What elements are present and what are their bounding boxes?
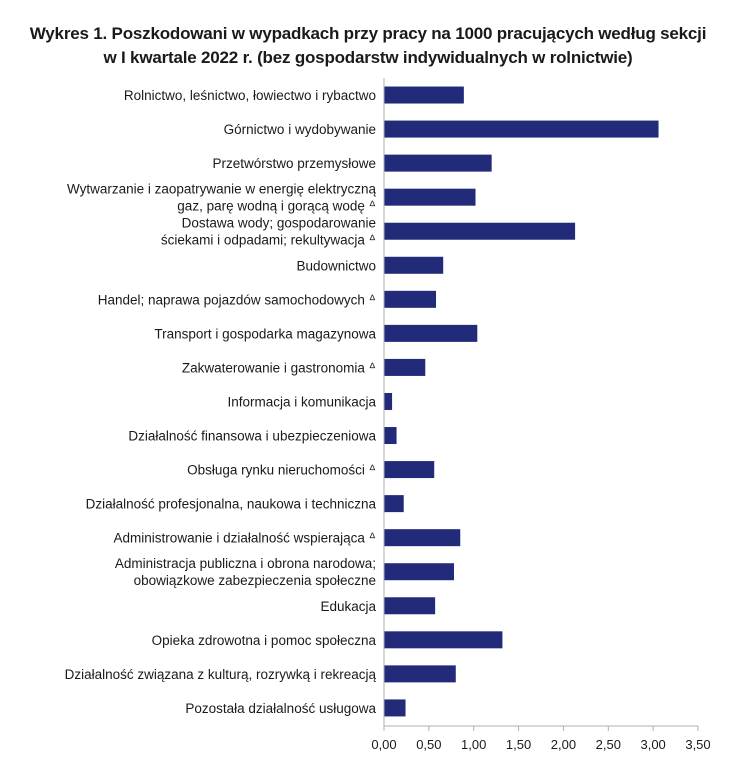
category-label-8: Transport i gospodarka magazynowa: [154, 326, 376, 341]
category-label-line: gaz, parę wodną i gorącą wodę ᐞ: [177, 199, 376, 214]
bar-19: [384, 699, 406, 717]
x-tick-label-5: 2,00: [551, 737, 576, 752]
category-label-3: Przetwórstwo przemysłowe: [212, 156, 376, 171]
category-label-line: Edukacja: [320, 599, 376, 614]
bar-17: [384, 631, 503, 649]
bar-2: [384, 120, 659, 138]
category-label-1: Rolnictwo, leśnictwo, łowiectwo i rybact…: [124, 88, 376, 103]
x-tick-label-3: 1,00: [461, 737, 486, 752]
category-label-12: Obsługa rynku nieruchomości ᐞ: [187, 463, 376, 478]
bar-9: [384, 358, 426, 376]
category-label-line: Handel; naprawa pojazdów samochodowych ᐞ: [98, 292, 376, 307]
category-label-line: Pozostała działalność usługowa: [185, 701, 376, 716]
category-label-line: Działalność profesjonalna, naukowa i tec…: [86, 497, 377, 512]
bar-12: [384, 461, 435, 479]
category-label-line: Informacja i komunikacja: [227, 394, 376, 409]
category-label-line: Zakwaterowanie i gastronomia ᐞ: [182, 360, 376, 375]
x-tick-label-2: 0,50: [416, 737, 441, 752]
category-label-9: Zakwaterowanie i gastronomia ᐞ: [182, 360, 376, 375]
category-label-line: obowiązkowe zabezpieczenia społeczne: [134, 573, 376, 588]
category-label-line: Opieka zdrowotna i pomoc społeczna: [152, 633, 377, 648]
bar-4: [384, 188, 476, 206]
category-label-line: Transport i gospodarka magazynowa: [154, 326, 376, 341]
bar-16: [384, 597, 436, 615]
x-tick-label-8: 3,50: [685, 737, 710, 752]
category-label-18: Działalność związana z kulturą, rozrywką…: [65, 667, 377, 682]
category-label-13: Działalność profesjonalna, naukowa i tec…: [86, 497, 377, 512]
bar-13: [384, 495, 404, 513]
chart-title-line-2: w I kwartale 2022 r. (bez gospodarstw in…: [103, 48, 633, 67]
bar-15: [384, 563, 454, 581]
category-label-line: Wytwarzanie i zaopatrywanie w energię el…: [67, 182, 377, 197]
x-tick-label-6: 2,50: [596, 737, 621, 752]
category-label-10: Informacja i komunikacja: [227, 394, 376, 409]
category-label-11: Działalność finansowa i ubezpieczeniowa: [128, 429, 376, 444]
category-label-line: ściekami i odpadami; rekultywacja ᐞ: [161, 233, 376, 248]
category-label-line: Obsługa rynku nieruchomości ᐞ: [187, 463, 376, 478]
bar-11: [384, 427, 397, 445]
category-label-line: Administrowanie i działalność wspierając…: [114, 531, 376, 546]
category-label-15: Administracja publiczna i obrona narodow…: [115, 556, 376, 588]
chart-title: Wykres 1. Poszkodowani w wypadkach przy …: [0, 22, 736, 70]
x-tick-label-7: 3,00: [640, 737, 665, 752]
x-tick-label-1: 0,00: [371, 737, 396, 752]
x-tick-label-4: 1,50: [506, 737, 531, 752]
category-label-14: Administrowanie i działalność wspierając…: [114, 531, 376, 546]
category-label-4: Wytwarzanie i zaopatrywanie w energię el…: [67, 182, 377, 214]
category-label-2: Górnictwo i wydobywanie: [224, 122, 376, 137]
category-label-line: Działalność finansowa i ubezpieczeniowa: [128, 429, 376, 444]
category-label-line: Górnictwo i wydobywanie: [224, 122, 376, 137]
bar-3: [384, 154, 492, 172]
bar-18: [384, 665, 456, 683]
category-label-16: Edukacja: [320, 599, 376, 614]
bar-7: [384, 290, 437, 308]
category-label-7: Handel; naprawa pojazdów samochodowych ᐞ: [98, 292, 376, 307]
category-label-line: Administracja publiczna i obrona narodow…: [115, 556, 376, 571]
bar-1: [384, 86, 464, 104]
category-label-19: Pozostała działalność usługowa: [185, 701, 376, 716]
bar-6: [384, 256, 444, 274]
category-label-line: Rolnictwo, leśnictwo, łowiectwo i rybact…: [124, 88, 376, 103]
category-label-6: Budownictwo: [296, 258, 376, 273]
category-label-17: Opieka zdrowotna i pomoc społeczna: [152, 633, 377, 648]
category-label-line: Budownictwo: [296, 258, 376, 273]
category-label-line: Dostawa wody; gospodarowanie: [182, 216, 376, 231]
bar-14: [384, 529, 461, 547]
bar-5: [384, 222, 576, 240]
category-label-line: Działalność związana z kulturą, rozrywką…: [65, 667, 377, 682]
category-label-line: Przetwórstwo przemysłowe: [212, 156, 376, 171]
bar-10: [384, 392, 393, 410]
bar-8: [384, 324, 478, 342]
chart-title-line-1: Wykres 1. Poszkodowani w wypadkach przy …: [29, 24, 707, 43]
category-label-5: Dostawa wody; gospodarowanie ściekami i o…: [161, 216, 376, 248]
